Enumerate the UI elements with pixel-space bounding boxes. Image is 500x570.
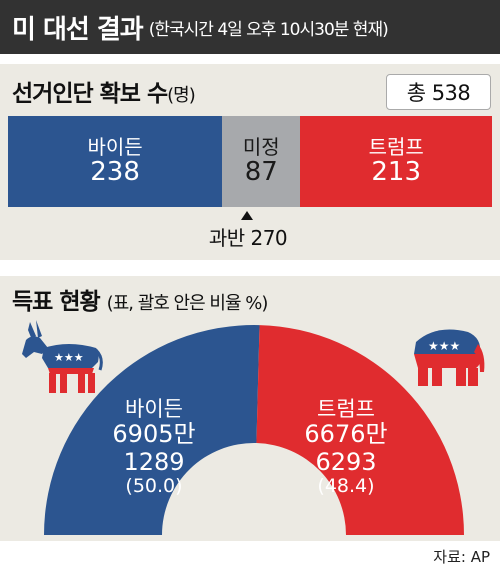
electoral-bar-value: 238 xyxy=(90,157,140,188)
electoral-bar-label: 바이든 xyxy=(87,135,143,160)
svg-text:★★★: ★★★ xyxy=(428,339,460,353)
popular-vote-slice-biden xyxy=(44,325,260,535)
vote-percent: (50.0) xyxy=(125,475,183,498)
vote-count-line2: 6293 xyxy=(315,447,377,476)
total-electors-badge: 총 538 xyxy=(386,74,491,110)
elephant-icon: ★★★ xyxy=(414,329,485,386)
page-subtitle: (한국시간 4일 오후 10시30분 현재) xyxy=(148,19,389,40)
vote-percent: (48.4) xyxy=(317,475,375,498)
electoral-unit: (명) xyxy=(167,85,196,106)
source-credit: 자료: AP xyxy=(433,548,490,566)
electoral-bar-label: 트럼프 xyxy=(368,135,424,160)
electoral-bar-value: 213 xyxy=(371,157,421,188)
popular-vote-slice-trump xyxy=(256,325,464,535)
trump-vote-text: 트럼프 6676만 6293 (48.4) xyxy=(286,397,406,498)
electoral-heading-text: 선거인단 확보 수 xyxy=(12,81,168,107)
candidate-name: 바이든 xyxy=(125,397,183,421)
popular-heading: 득표 현황 (표, 괄호 안은 비율 %) xyxy=(12,282,269,316)
candidate-name: 트럼프 xyxy=(317,397,375,421)
majority-marker-icon xyxy=(241,211,253,220)
electoral-heading: 선거인단 확보 수(명) xyxy=(12,74,196,108)
title-bar: 미 대선 결과 (한국시간 4일 오후 10시30분 현재) xyxy=(0,0,500,54)
electoral-bar-value: 87 xyxy=(244,157,278,188)
popular-heading-text: 득표 현황 xyxy=(12,289,101,315)
vote-count-line2: 1289 xyxy=(123,447,185,476)
biden-vote-text: 바이든 6905만 1289 (50.0) xyxy=(94,397,214,498)
svg-text:★★★: ★★★ xyxy=(54,351,84,364)
vote-count-line1: 6676만 xyxy=(304,420,388,449)
vote-count-line1: 6905만 xyxy=(112,420,196,449)
popular-note: (표, 괄호 안은 비율 %) xyxy=(106,293,269,314)
majority-label: 과반 270 xyxy=(208,226,288,250)
electoral-bar-trump: 트럼프 213 xyxy=(300,116,492,207)
donkey-icon: ★★★ xyxy=(22,320,103,393)
electoral-bar-undecided: 미정 87 xyxy=(222,116,301,207)
electoral-bar-label: 미정 xyxy=(242,135,280,160)
page-title: 미 대선 결과 xyxy=(12,14,144,45)
electoral-bar-biden: 바이든 238 xyxy=(8,116,223,207)
